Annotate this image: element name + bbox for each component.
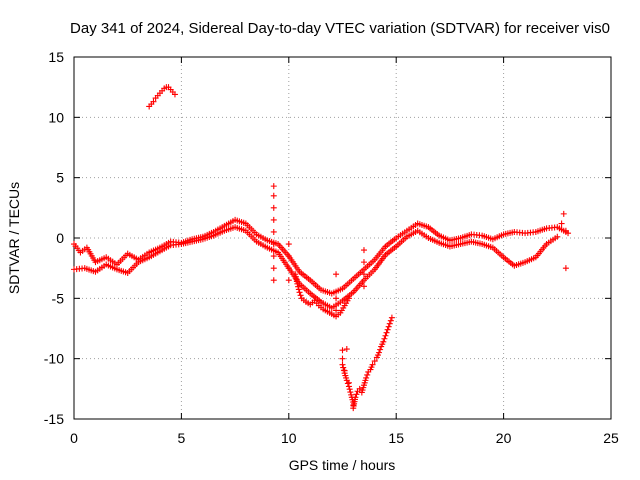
data-point — [270, 204, 277, 211]
data-point-fill — [295, 283, 302, 290]
data-point-fill — [344, 380, 351, 387]
data-point — [339, 355, 346, 362]
data-point — [285, 253, 292, 260]
data-point — [345, 295, 352, 302]
x-tick-label: 20 — [496, 430, 512, 446]
x-tick-label: 15 — [388, 430, 404, 446]
y-tick-label: -15 — [44, 411, 64, 427]
y-tick-label: 5 — [56, 170, 64, 186]
data-point — [343, 346, 350, 353]
chart-title: Day 341 of 2024, Sidereal Day-to-day VTE… — [70, 20, 610, 37]
data-point-fill — [385, 323, 392, 330]
x-tick-label: 10 — [281, 430, 297, 446]
data-point — [333, 295, 340, 302]
y-tick-label: 15 — [48, 49, 64, 65]
data-point — [285, 265, 292, 272]
data-point — [369, 361, 376, 368]
data-point — [270, 183, 277, 190]
data-point — [558, 220, 565, 227]
data-point — [562, 227, 569, 234]
data-point-fill — [295, 286, 302, 293]
axis-ticks: 0 5 10 15 20 25 15 10 5 0 -5 -10 -15 — [44, 49, 619, 446]
data-point — [380, 338, 387, 345]
data-point — [360, 283, 367, 290]
data-point — [360, 271, 367, 278]
data-point — [382, 332, 389, 339]
data-point — [388, 314, 395, 321]
data-point-fill — [383, 329, 390, 336]
data-point — [270, 241, 277, 248]
data-point-fill — [387, 317, 394, 324]
y-tick-label: -10 — [44, 351, 64, 367]
x-tick-label: 5 — [178, 430, 186, 446]
x-axis-label: GPS time / hours — [289, 457, 396, 473]
data-point — [562, 265, 569, 272]
data-point — [360, 247, 367, 254]
data-point — [333, 307, 340, 314]
data-point — [270, 253, 277, 260]
data-point — [339, 347, 346, 354]
data-point — [150, 98, 157, 105]
data-point — [285, 277, 292, 284]
data-point — [360, 259, 367, 266]
data-point — [296, 289, 303, 296]
y-tick-label: 0 — [56, 230, 64, 246]
data-point-fill — [347, 389, 354, 396]
data-point — [171, 91, 178, 98]
data-point-fill — [340, 364, 347, 371]
data-point-fill — [381, 335, 388, 342]
data-point — [554, 233, 561, 240]
data-point-fill — [297, 292, 304, 299]
data-point — [363, 374, 370, 381]
data-point — [345, 379, 352, 386]
data-point — [270, 277, 277, 284]
data-point — [270, 192, 277, 199]
data-point — [270, 216, 277, 223]
data-point-fill — [353, 391, 360, 398]
data-point — [339, 361, 346, 368]
data-point — [333, 271, 340, 278]
x-tick-label: 0 — [70, 430, 78, 446]
x-tick-label: 25 — [603, 430, 619, 446]
data-point — [352, 394, 359, 401]
data-point — [341, 367, 348, 374]
data-points — [71, 84, 572, 412]
data-point — [384, 326, 391, 333]
data-point — [560, 210, 567, 217]
data-point — [371, 358, 378, 365]
data-point — [270, 265, 277, 272]
data-point-fill — [377, 346, 384, 353]
data-point — [270, 228, 277, 235]
data-point — [294, 280, 301, 287]
data-point — [285, 241, 292, 248]
data-point-fill — [364, 371, 371, 378]
y-tick-label: 10 — [48, 109, 64, 125]
data-point — [386, 320, 393, 327]
data-point-fill — [346, 386, 353, 393]
data-point — [376, 349, 383, 356]
y-tick-label: -5 — [52, 290, 65, 306]
y-axis-label: SDTVAR / TECUs — [6, 182, 22, 294]
data-point — [356, 385, 363, 392]
